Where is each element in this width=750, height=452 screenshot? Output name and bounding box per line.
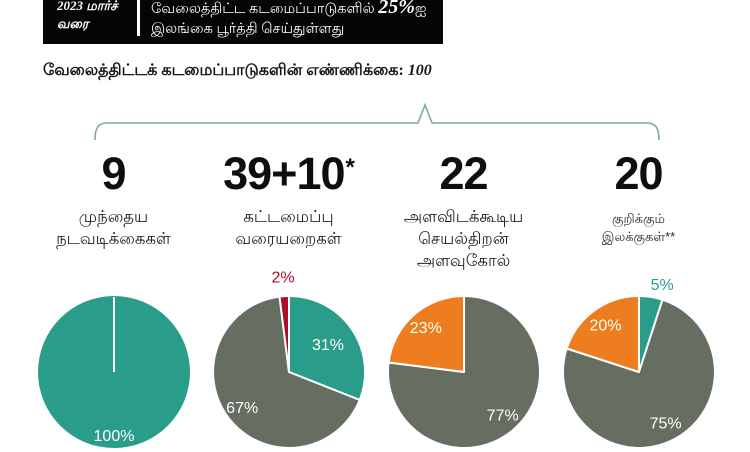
column-title: குறிக்கும் இலக்குகள்**: [601, 211, 676, 244]
column-count: 39+10*: [201, 142, 376, 198]
svg-text:20%: 20%: [589, 317, 621, 334]
svg-text:23%: 23%: [409, 320, 441, 337]
column-count: 20: [551, 142, 726, 198]
count-text: 9: [101, 148, 126, 199]
subtitle: வேலைத்திட்டக் கடமைப்பாடுகளின் எண்ணிக்கை:…: [43, 61, 432, 81]
header-claim-line1: வேலைத்திட்ட கடமைப்பாடுகளில் 25%ஐ: [151, 0, 443, 19]
column-prior-actions: 9 முந்தைய நடவடிக்கைகள் 100%: [26, 142, 201, 452]
count-asterisk: *: [345, 154, 355, 181]
pie-chart-structural-benchmarks: 31% 67% 2%: [211, 269, 366, 449]
claim-prefix: வேலைத்திட்ட கடமைப்பாடுகளில்: [151, 1, 379, 17]
svg-text:100%: 100%: [93, 428, 134, 445]
columns-row: 9 முந்தைய நடவடிக்கைகள் 100% 39+10* கட்டம…: [26, 142, 726, 452]
header-claim: வேலைத்திட்ட கடமைப்பாடுகளில் 25%ஐ இலங்கை …: [140, 0, 443, 39]
column-indicative-targets: 20 குறிக்கும் இலக்குகள்** 5% 75% 20%: [551, 142, 726, 452]
count-text: 22: [439, 148, 488, 199]
svg-text:75%: 75%: [649, 416, 681, 433]
column-title: கட்டமைப்பு வரையறைகள்: [235, 208, 342, 248]
svg-text:67%: 67%: [226, 400, 258, 417]
pie-chart-indicative-targets: 5% 75% 20%: [561, 277, 716, 449]
svg-text:77%: 77%: [486, 407, 518, 424]
column-title: அளவிடக்கூடிய செயல்திறன் அளவுகோல்: [403, 208, 524, 270]
claim-value-suffix: ஐ: [414, 1, 427, 17]
header-period: 2023 மார்ச் வரை: [57, 0, 118, 31]
header-claim-line2: இலங்கை பூர்த்தி செய்துள்ளது: [151, 21, 345, 37]
column-performance-criteria: 22 அளவிடக்கூடிய செயல்திறன் அளவுகோல் 77% 2…: [376, 142, 551, 452]
grouping-brace: [94, 102, 660, 141]
svg-text:5%: 5%: [650, 277, 673, 294]
svg-text:31%: 31%: [311, 337, 343, 354]
column-count: 22: [376, 142, 551, 198]
column-count: 9: [26, 142, 201, 198]
count-text: 39+10: [223, 148, 345, 199]
pie-chart-prior-actions: 100%: [37, 296, 190, 448]
header-box: 2023 மார்ச் வரை வேலைத்திட்ட கடமைப்பாடுகள…: [43, 0, 443, 44]
pie-chart-performance-criteria: 77% 23%: [386, 295, 541, 449]
subtitle-value: 100: [407, 62, 432, 79]
svg-text:2%: 2%: [271, 269, 294, 286]
claim-value: 25%: [378, 0, 415, 18]
subtitle-label: வேலைத்திட்டக் கடமைப்பாடுகளின் எண்ணிக்கை:: [43, 62, 408, 79]
header-divider: [137, 0, 140, 36]
count-text: 20: [614, 148, 663, 199]
column-title: முந்தைய நடவடிக்கைகள்: [56, 208, 171, 248]
column-structural-benchmarks: 39+10* கட்டமைப்பு வரையறைகள் 31% 67% 2%: [201, 142, 376, 452]
